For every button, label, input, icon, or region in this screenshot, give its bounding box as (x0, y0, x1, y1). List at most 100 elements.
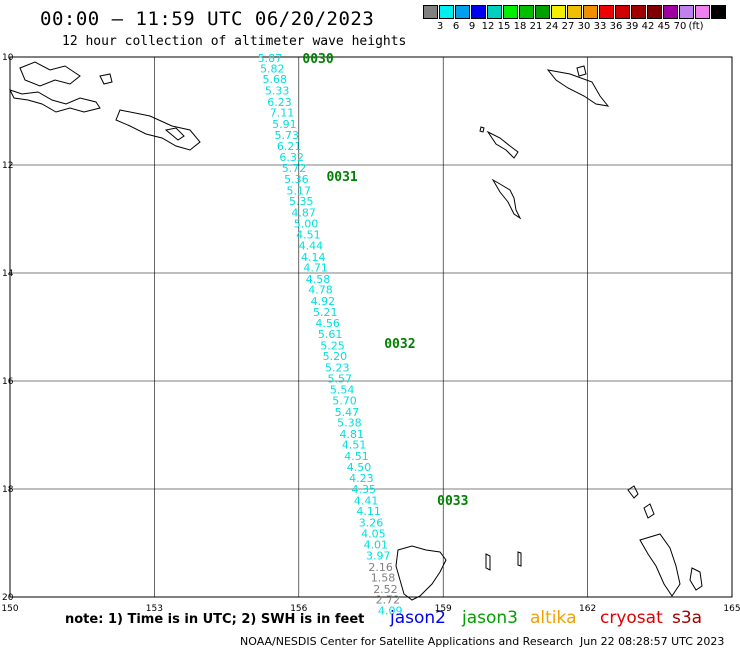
swh-value: 5.21 (313, 306, 338, 319)
lat-tick-label: 14 (2, 269, 14, 279)
swh-value: 4.44 (299, 239, 324, 252)
swh-value: 4.01 (364, 539, 389, 552)
swh-value: 5.61 (318, 328, 343, 341)
satellite-name: jason2 (390, 608, 446, 628)
swh-value: 5.38 (337, 417, 362, 430)
legend-swatch (519, 5, 534, 19)
swh-value: 4.51 (344, 450, 369, 463)
swh-value: 2.16 (368, 561, 393, 574)
lat-tick-label: 18 (2, 485, 14, 495)
legend-swatch (663, 5, 678, 19)
swh-value: 3.97 (366, 549, 391, 562)
coastlines (9, 61, 703, 601)
coastline-van-3 (639, 533, 681, 597)
page-title: 00:00 – 11:59 UTC 06/20/2023 (40, 8, 375, 30)
legend-swatch (679, 5, 694, 19)
lon-tick-label: 153 (146, 604, 163, 614)
legend-swatch (631, 5, 646, 19)
swh-value: 5.57 (327, 372, 352, 385)
legend-label: 6 (452, 21, 460, 32)
legend-label: 21 (529, 21, 543, 32)
swh-value: 5.47 (335, 406, 360, 419)
lat-tick-label: 12 (2, 161, 13, 171)
swh-value: 4.78 (308, 284, 333, 297)
swh-value: 4.50 (347, 461, 372, 474)
swh-value: 5.17 (287, 184, 312, 197)
swh-value: 4.87 (291, 207, 316, 220)
legend-label: 42 (641, 21, 655, 32)
swh-value: 7.11 (270, 107, 295, 120)
swh-value: 4.09 (378, 605, 403, 618)
legend-label: 15 (497, 21, 511, 32)
lat-tick-label: 16 (2, 377, 14, 387)
lon-tick-label: 162 (579, 604, 596, 614)
swh-value: 5.33 (265, 84, 290, 97)
swh-value: 4.14 (301, 251, 326, 264)
swh-value: 4.35 (352, 483, 377, 496)
coastline-nc-3 (517, 551, 522, 567)
coastline-sol-1 (546, 69, 610, 107)
legend-swatch (567, 5, 582, 19)
swh-value: 4.23 (349, 472, 374, 485)
legend-swatch (599, 5, 614, 19)
coastline-sol-3 (486, 130, 519, 159)
legend-label: 30 (577, 21, 591, 32)
legend-label: 18 (513, 21, 527, 32)
lon-tick-label: 150 (1, 604, 18, 614)
time-label: 0030 (302, 52, 333, 67)
swh-value: 4.05 (361, 527, 386, 540)
swh-value: 5.36 (284, 173, 309, 186)
swh-value: 5.54 (330, 384, 355, 397)
legend-swatch (535, 5, 550, 19)
legend-label: (ft) (688, 21, 704, 32)
satellite-name: jason3 (462, 608, 518, 628)
swh-value: 4.51 (296, 229, 321, 242)
swh-value: 1.58 (371, 572, 396, 585)
swh-value: 6.23 (267, 96, 292, 109)
coastline-sol-2 (576, 65, 587, 77)
timestamp-text: Jun 22 08:28:57 UTC 2023 (580, 635, 725, 648)
credit-text: NOAA/NESDIS Center for Satellite Applica… (240, 635, 574, 648)
coastline-png-1 (19, 61, 81, 87)
legend-swatch (439, 5, 454, 19)
satellite-name: altika (530, 608, 577, 628)
legend-label: 36 (609, 21, 623, 32)
swh-value: 5.68 (262, 73, 287, 86)
note-text: note: 1) Time is in UTC; 2) SWH is in fe… (65, 612, 365, 627)
swh-value: 5.70 (332, 394, 357, 407)
lon-tick-label: 156 (290, 604, 307, 614)
legend-label: 24 (545, 21, 559, 32)
coastline-png-4 (164, 127, 185, 141)
map-grid: 150 153 156 159 162 165 10 12 14 16 18 20 (1, 53, 740, 614)
swh-value: 4.56 (315, 317, 340, 330)
swh-value: 5.91 (272, 118, 297, 131)
legend-label: 39 (625, 21, 639, 32)
swh-value: 6.32 (279, 151, 304, 164)
swh-value: 5.82 (260, 62, 285, 75)
swh-value: 5.72 (282, 162, 307, 175)
coastline-png-2 (9, 89, 101, 113)
legend-label: 3 (436, 21, 444, 32)
swh-value: 4.81 (339, 428, 364, 441)
swh-value: 4.71 (303, 262, 328, 275)
legend-label: 33 (593, 21, 607, 32)
satellite-name: cryosat (600, 608, 663, 628)
satellite-name: s3a (672, 608, 703, 628)
page-subtitle: 12 hour collection of altimeter wave hei… (62, 34, 407, 49)
legend-swatch (503, 5, 518, 19)
time-label: 0031 (326, 170, 357, 185)
coastline-sol-5 (491, 178, 522, 220)
legend-label: 27 (561, 21, 575, 32)
swh-value: 5.73 (275, 129, 300, 142)
lon-tick-label: 165 (723, 604, 740, 614)
swh-value: 4.51 (342, 439, 367, 452)
swh-value: 5.20 (323, 350, 348, 363)
lon-tick-label: 159 (435, 604, 452, 614)
legend-swatch (487, 5, 502, 19)
swh-value: 4.11 (356, 505, 381, 518)
swh-value: 2.52 (373, 583, 398, 596)
swh-value: 5.00 (294, 217, 319, 230)
coastline-van-1 (627, 485, 639, 499)
coastline-png-5 (99, 73, 113, 85)
